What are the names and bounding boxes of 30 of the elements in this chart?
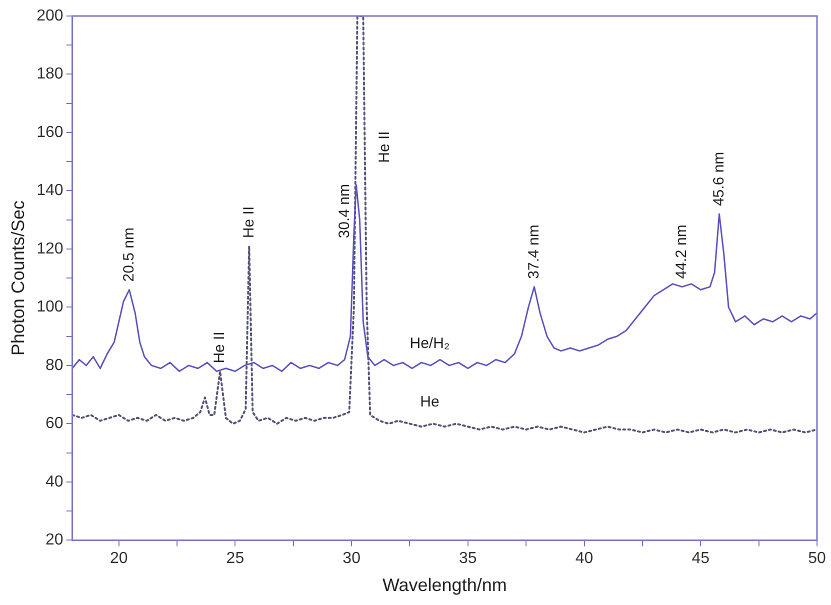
x-tick-label: 20 xyxy=(110,550,128,568)
series-label: He xyxy=(420,393,440,410)
y-tick-label: 160 xyxy=(36,124,64,141)
y-axis-title: Photon Counts/Sec xyxy=(8,200,28,356)
line-series xyxy=(72,16,817,434)
y-tick-label: 180 xyxy=(36,66,64,83)
x-tick-label: 25 xyxy=(226,550,244,568)
x-tick-label: 45 xyxy=(692,550,710,568)
annotation: He II xyxy=(240,206,258,238)
x-tick-label: 35 xyxy=(459,550,477,568)
y-tick-label: 60 xyxy=(46,415,64,432)
annotation: 30.4 nm xyxy=(336,184,354,238)
annotation: 37.4 nm xyxy=(525,224,542,279)
annotation: He II xyxy=(376,131,393,163)
x-tick-label: 30 xyxy=(342,550,361,568)
x-tick-label: 40 xyxy=(575,550,594,568)
y-tick-label: 140 xyxy=(36,182,64,200)
y-tick-label: 80 xyxy=(46,356,64,374)
y-tick-label: 20 xyxy=(46,532,64,549)
series-label: He/H₂ xyxy=(410,335,450,352)
annotation: 45.6 nm xyxy=(710,152,728,206)
x-axis-title: Wavelength/nm xyxy=(382,575,507,596)
y-tick-label: 40 xyxy=(46,473,64,490)
annotation: 20.5 nm xyxy=(120,228,138,282)
y-tick-label: 120 xyxy=(36,240,64,258)
y-tick-label: 100 xyxy=(36,298,64,316)
annotation: 44.2 nm xyxy=(673,224,690,279)
annotation: He II xyxy=(211,332,228,364)
x-tick-label: 50 xyxy=(808,550,826,568)
y-tick-label: 200 xyxy=(36,7,64,24)
